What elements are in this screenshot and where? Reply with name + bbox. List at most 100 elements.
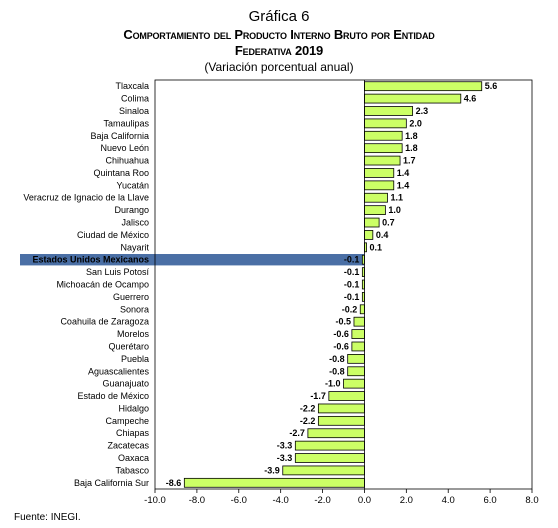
category-label: San Luis Potosí xyxy=(86,267,150,277)
value-label: -3.3 xyxy=(277,441,293,451)
value-label: -3.3 xyxy=(277,453,293,463)
bar xyxy=(282,465,365,476)
x-tick-label: -8.0 xyxy=(189,495,205,506)
bar xyxy=(364,205,386,215)
value-label: -0.5 xyxy=(335,317,351,327)
x-tick-label: 2.0 xyxy=(400,495,413,506)
category-label: Tamaulipas xyxy=(103,118,149,128)
bar xyxy=(364,155,401,166)
category-label: Jalisco xyxy=(121,218,149,228)
category-label: Quintana Roo xyxy=(93,168,149,178)
x-tick-label: 8.0 xyxy=(525,495,538,506)
x-tick-label: 0.0 xyxy=(358,495,371,506)
category-label: Tabasco xyxy=(115,465,149,475)
category-label: Guerrero xyxy=(113,292,149,302)
bar xyxy=(364,230,374,240)
x-tick-label: -2.0 xyxy=(314,495,330,506)
value-label: -0.1 xyxy=(344,267,360,277)
value-label: 0.1 xyxy=(370,242,383,252)
category-label: Hidalgo xyxy=(118,403,149,413)
category-label: Campeche xyxy=(105,416,149,426)
value-label: 0.4 xyxy=(376,230,389,240)
x-tick-label: 4.0 xyxy=(442,495,455,506)
bar xyxy=(351,329,365,339)
value-label: -0.6 xyxy=(333,329,349,339)
bar xyxy=(328,391,365,401)
value-label: -0.6 xyxy=(333,341,349,351)
category-label: Querétaro xyxy=(108,341,149,351)
bar xyxy=(307,428,365,439)
source-note: Fuente: INEGI. xyxy=(14,512,81,523)
category-label: Nayarit xyxy=(120,242,149,252)
value-label: -2.2 xyxy=(300,403,316,413)
category-label: Tlaxcala xyxy=(115,81,149,91)
value-label: 5.6 xyxy=(485,81,498,91)
bar xyxy=(317,403,365,414)
chart-title-line2: Federativa 2019 xyxy=(234,43,324,58)
value-label: 1.0 xyxy=(388,205,401,215)
bar xyxy=(343,378,365,389)
category-label: Oaxaca xyxy=(118,453,149,463)
chart-number: Gráfica 6 xyxy=(248,8,310,25)
value-label: -0.8 xyxy=(329,354,345,364)
x-tick-label: -10.0 xyxy=(144,495,166,506)
bar xyxy=(351,341,365,352)
category-label: Baja California Sur xyxy=(74,478,149,488)
bar xyxy=(359,304,365,315)
value-label: 4.6 xyxy=(464,94,477,104)
value-label: -2.2 xyxy=(300,416,316,426)
bar xyxy=(364,143,403,154)
value-label: -0.1 xyxy=(344,292,360,302)
bar xyxy=(364,118,407,129)
value-label: 1.8 xyxy=(405,131,418,141)
value-label: 2.3 xyxy=(416,106,429,116)
plot-frame xyxy=(154,79,533,490)
value-label: -1.0 xyxy=(325,379,341,389)
category-label: Chihuahua xyxy=(105,156,149,166)
bar xyxy=(294,453,365,463)
value-label: 1.7 xyxy=(403,156,416,166)
category-label: Chiapas xyxy=(116,428,150,438)
value-label: 1.4 xyxy=(397,180,410,190)
bar xyxy=(364,192,388,203)
bar xyxy=(364,93,462,104)
value-label: 1.1 xyxy=(390,193,403,203)
value-label: -0.8 xyxy=(329,366,345,376)
category-label: Puebla xyxy=(121,354,149,364)
category-label: Veracruz de Ignacio de la Llave xyxy=(23,193,149,203)
chart-subtitle: (Variación porcentual anual) xyxy=(204,60,354,74)
bar xyxy=(347,354,365,364)
x-tick-label: 6.0 xyxy=(484,495,497,506)
bar xyxy=(294,440,365,451)
category-label: Ciudad de México xyxy=(77,230,149,240)
bar xyxy=(364,217,380,228)
bar xyxy=(364,180,395,191)
category-label: Aguascalientes xyxy=(88,366,150,376)
value-label: -1.7 xyxy=(310,391,326,401)
bar xyxy=(317,415,365,426)
bar xyxy=(364,106,414,116)
chart-title-line1: Comportamiento del Producto Interno Brut… xyxy=(123,27,435,42)
category-label: Durango xyxy=(114,205,149,215)
category-label: Morelos xyxy=(117,329,150,339)
bar xyxy=(364,81,483,92)
x-tick-label: -6.0 xyxy=(231,495,247,506)
value-label: -0.1 xyxy=(344,280,360,290)
highlight-band xyxy=(20,254,365,266)
value-label: 0.7 xyxy=(382,218,395,228)
category-label: Guanajuato xyxy=(102,379,149,389)
bar xyxy=(364,130,403,141)
bar xyxy=(364,168,395,178)
value-label: 1.8 xyxy=(405,143,418,153)
category-label: Estados Unidos Mexicanos xyxy=(32,255,149,265)
value-label: 2.0 xyxy=(409,118,422,128)
value-label: -0.1 xyxy=(344,255,360,265)
bar xyxy=(347,366,365,377)
chart-title: Comportamiento del Producto Interno Brut… xyxy=(0,27,558,59)
category-label: Sonora xyxy=(120,304,149,314)
category-label: Sinaloa xyxy=(119,106,149,116)
value-label: -0.2 xyxy=(342,304,358,314)
category-label: Nuevo León xyxy=(100,143,149,153)
category-label: Yucatán xyxy=(116,180,149,190)
